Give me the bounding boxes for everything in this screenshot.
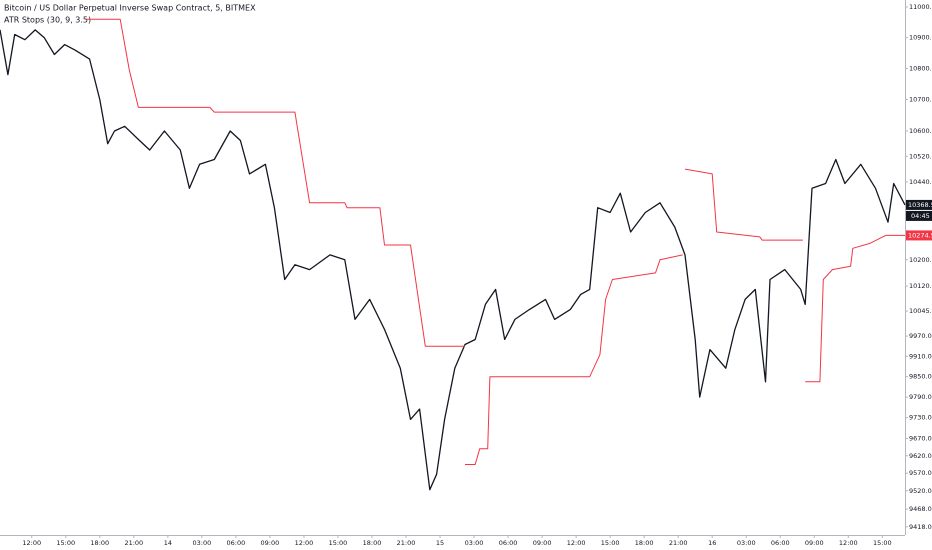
price-tag-bg: [906, 230, 932, 241]
y-tick-label: 9670.0: [909, 434, 932, 442]
x-tick-label: 09:00: [805, 539, 824, 547]
x-tick-label: 12:00: [567, 539, 586, 547]
x-tick-label: 21:00: [397, 539, 416, 547]
x-tick-label: 15:00: [873, 539, 892, 547]
x-tick-label: 21:00: [669, 539, 688, 547]
countdown: 04:45: [911, 212, 930, 220]
y-tick-label: 10200.0: [909, 256, 932, 264]
y-tick-label: 10520.0: [909, 152, 932, 160]
y-tick-label: 9520.0: [909, 487, 932, 495]
y-tick-label: 10600.0: [909, 127, 932, 135]
x-tick-label: 03:00: [737, 539, 756, 547]
indicator-label: ATR Stops (30, 9, 3.5): [4, 16, 91, 25]
x-tick-label: 15: [436, 539, 444, 547]
x-tick-label: 18:00: [635, 539, 654, 547]
y-tick-label: 9468.0: [909, 505, 932, 513]
y-tick-label: 10120.0: [909, 282, 932, 290]
price-tag: 10274.5: [908, 231, 932, 239]
x-tick-label: 06:00: [499, 539, 518, 547]
x-tick-label: 12:00: [295, 539, 314, 547]
x-tick-label: 09:00: [261, 539, 280, 547]
x-tick-label: 18:00: [363, 539, 382, 547]
x-tick-label: 06:00: [227, 539, 246, 547]
x-tick-label: 16: [708, 539, 716, 547]
x-tick-label: 03:00: [465, 539, 484, 547]
series-line: [0, 29, 906, 491]
y-tick-label: 9910.0: [909, 352, 932, 360]
y-tick-label: 10700.0: [909, 96, 932, 104]
y-tick-label: 10440.0: [909, 178, 932, 186]
y-tick-label: 9790.0: [909, 393, 932, 401]
series-line: [85, 18, 905, 465]
x-tick-label: 14: [164, 539, 172, 547]
x-tick-label: 15:00: [601, 539, 620, 547]
y-tick-label: 10900.0: [909, 34, 932, 42]
y-tick-label: 9620.0: [909, 452, 932, 460]
x-tick-label: 21:00: [124, 539, 143, 547]
y-tick-label: 11000.0: [909, 3, 932, 11]
y-tick-label: 10800.0: [909, 64, 932, 72]
x-tick-label: 12:00: [22, 539, 41, 547]
y-tick-label: 9570.0: [909, 469, 932, 477]
y-tick-label: 10045.0: [909, 307, 932, 315]
countdown-bg: [906, 210, 932, 221]
x-tick-label: 09:00: [533, 539, 552, 547]
x-tick-label: 06:00: [771, 539, 790, 547]
x-tick-label: 15:00: [56, 539, 75, 547]
price-tag-bg: [906, 199, 932, 210]
y-tick-label: 9970.0: [909, 332, 932, 340]
price-tag: 10368.5: [908, 201, 932, 209]
x-tick-label: 15:00: [329, 539, 348, 547]
x-tick-label: 12:00: [839, 539, 858, 547]
chart-title: Bitcoin / US Dollar Perpetual Inverse Sw…: [4, 4, 256, 13]
x-tick-label: 03:00: [192, 539, 211, 547]
y-tick-label: 9418.0: [909, 523, 932, 531]
y-tick-label: 9850.0: [909, 373, 932, 381]
x-tick-label: 18:00: [90, 539, 109, 547]
y-tick-label: 9730.0: [909, 414, 932, 422]
